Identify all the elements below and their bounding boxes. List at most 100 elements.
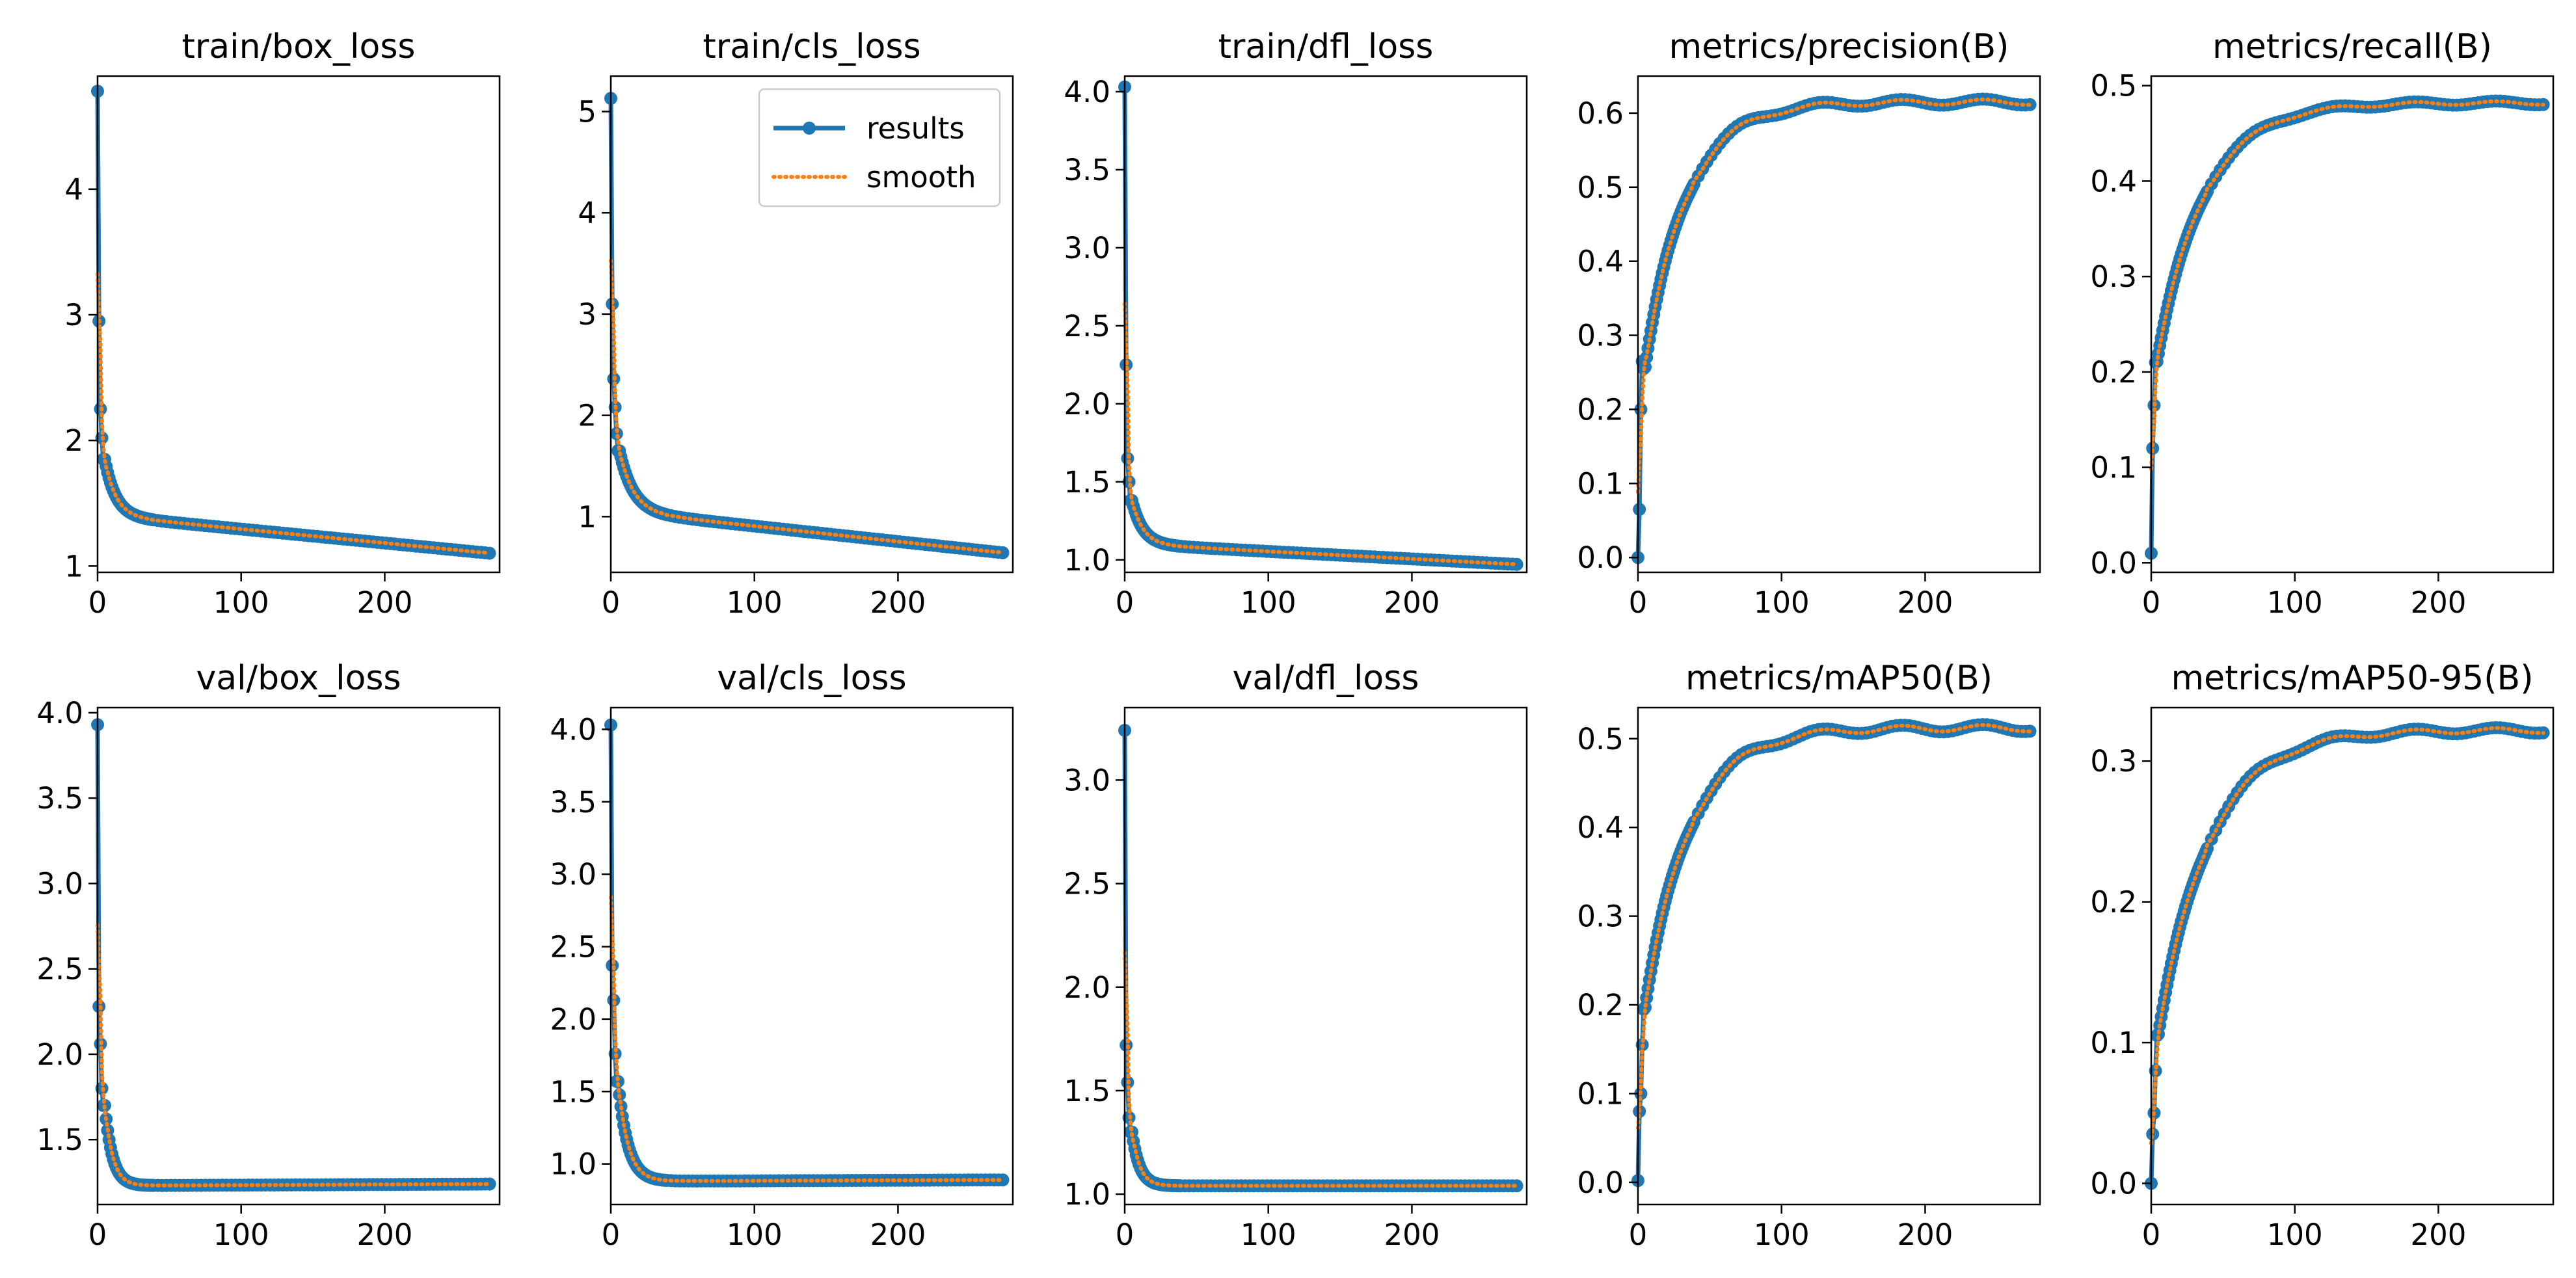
- smooth-line: [609, 258, 1005, 555]
- y-tick-label: 0.5: [1577, 170, 1624, 205]
- y-tick-label: 3: [64, 298, 83, 332]
- y-tick-label: 4: [578, 196, 597, 230]
- y-tick-label: 4.0: [36, 696, 83, 730]
- y-tick-label: 3.5: [1064, 153, 1110, 187]
- y-tick-label: 0.0: [1577, 540, 1624, 575]
- x-tick-label: 0: [602, 1218, 621, 1252]
- y-tick-label: 3.0: [36, 866, 83, 901]
- axes-frame: [1637, 706, 2041, 1206]
- smooth-line: [609, 895, 1005, 1183]
- x-tick-label: 200: [2410, 585, 2466, 620]
- subplot-title: metrics/mAP50(B): [1685, 659, 1992, 698]
- y-tick-label: 1.5: [1064, 1074, 1110, 1108]
- y-tick-label: 1: [578, 499, 597, 534]
- subplot-3: train/dfl_loss 0 100 200 1.0 1.5 2.0 2.5 3.0 3.5 4…: [1064, 27, 1528, 620]
- x-tick-label: 0: [1116, 1218, 1134, 1252]
- subplot-title: val/box_loss: [196, 659, 401, 698]
- axes-frame: [1637, 75, 2041, 574]
- results-line: [2149, 98, 2543, 553]
- results-line: [95, 91, 490, 556]
- y-tick-label: 0.6: [1577, 96, 1624, 131]
- y-tick-label: 0.3: [2090, 744, 2137, 779]
- x-tick-label: 100: [727, 1218, 783, 1252]
- smooth-line: [96, 923, 492, 1188]
- y-tick-label: 0.1: [2090, 451, 2137, 485]
- results-line: [95, 725, 490, 1188]
- x-tick-label: 200: [356, 585, 412, 620]
- x-tick-label: 0: [2142, 1218, 2161, 1252]
- x-tick-label: 0: [1629, 585, 1648, 620]
- y-tick-label: 0.4: [1577, 810, 1624, 845]
- y-tick-label: 2: [578, 399, 597, 433]
- x-tick-label: 0: [1116, 585, 1134, 620]
- smooth-line: [1636, 723, 2032, 1131]
- y-tick-label: 4: [64, 172, 83, 207]
- x-tick-label: 100: [213, 1218, 269, 1252]
- y-tick-label: 1.0: [1064, 543, 1110, 578]
- results-line: [1122, 87, 1517, 567]
- y-tick-label: 1.5: [36, 1123, 83, 1157]
- y-tick-label: 2.5: [1064, 867, 1110, 901]
- y-tick-label: 3.0: [1064, 231, 1110, 265]
- results-point: [996, 1173, 1010, 1187]
- legend-results-marker: [803, 122, 816, 135]
- x-tick-label: 200: [2410, 1218, 2466, 1252]
- subplot-title: train/dfl_loss: [1218, 27, 1434, 66]
- y-tick-label: 2.0: [1064, 970, 1110, 1005]
- y-tick-label: 2.0: [1064, 387, 1110, 421]
- y-tick-label: 0.0: [2090, 546, 2137, 580]
- results-point: [1633, 503, 1646, 516]
- subplot-title: metrics/precision(B): [1669, 27, 2009, 66]
- smooth-line: [1636, 97, 2032, 494]
- x-tick-label: 100: [1754, 1218, 1810, 1252]
- x-tick-label: 200: [356, 1218, 412, 1252]
- results-point: [483, 546, 496, 560]
- results-point: [2146, 1127, 2160, 1141]
- x-tick-label: 100: [727, 585, 783, 620]
- x-tick-label: 200: [1897, 1218, 1953, 1252]
- y-tick-label: 0.2: [1577, 988, 1624, 1022]
- y-tick-label: 0.5: [2090, 69, 2137, 103]
- axes-frame: [96, 706, 501, 1206]
- y-tick-label: 0.4: [2090, 164, 2137, 198]
- x-tick-label: 200: [870, 1218, 926, 1252]
- x-tick-label: 100: [1241, 1218, 1296, 1252]
- subplot-title: metrics/recall(B): [2212, 27, 2492, 66]
- subplot-10: metrics/mAP50-95(B) 0 100 200 0.0 0.1 0.2 0.3: [2090, 659, 2555, 1252]
- y-tick-label: 1.5: [550, 1074, 597, 1109]
- x-tick-label: 100: [1754, 585, 1810, 620]
- subplot-9: metrics/mAP50(B) 0 100 200 0.0 0.1 0.2 0.3 0.4 0.…: [1577, 659, 2041, 1252]
- subplot-title: train/cls_loss: [703, 27, 920, 66]
- x-tick-label: 100: [1241, 585, 1296, 620]
- y-tick-label: 0.5: [1577, 722, 1624, 756]
- y-tick-label: 0.4: [1577, 245, 1624, 279]
- subplot-4: metrics/precision(B) 0 100 200 0.0 0.1 0.2 0.3 0…: [1577, 27, 2041, 620]
- y-tick-label: 5: [578, 95, 597, 129]
- y-tick-label: 0.3: [2090, 260, 2137, 294]
- legend: results smooth: [758, 88, 1001, 207]
- y-tick-label: 1.5: [1064, 465, 1110, 499]
- x-tick-label: 0: [88, 585, 107, 620]
- y-tick-label: 4.0: [550, 712, 597, 747]
- legend-smooth-label: smooth: [866, 160, 976, 194]
- subplot-5: metrics/recall(B) 0 100 200 0.0 0.1 0.2 0.3 0.4 0…: [2090, 27, 2555, 620]
- axes-frame: [96, 75, 501, 574]
- x-tick-label: 200: [1384, 1218, 1440, 1252]
- y-tick-label: 4.0: [1064, 75, 1110, 109]
- y-tick-label: 2.0: [36, 1037, 83, 1072]
- subplot-title: train/box_loss: [182, 27, 416, 66]
- x-tick-label: 200: [1897, 585, 1953, 620]
- y-tick-label: 0.0: [1577, 1165, 1624, 1200]
- y-tick-label: 0.1: [1577, 466, 1624, 501]
- smooth-line: [1123, 301, 1519, 566]
- axes-frame: [2150, 75, 2555, 574]
- y-tick-label: 0.1: [2090, 1026, 2137, 1060]
- subplot-6: val/box_loss 0 100 200 1.5 2.0 2.5 3.0 3.5 4.0: [36, 659, 501, 1252]
- x-tick-label: 100: [213, 585, 269, 620]
- results-line: [1122, 730, 1517, 1188]
- y-tick-label: 0.2: [2090, 885, 2137, 920]
- axes-frame: [1123, 706, 1528, 1206]
- y-tick-label: 3.5: [36, 781, 83, 816]
- results-line: [608, 725, 1003, 1184]
- subplot-title: metrics/mAP50-95(B): [2171, 659, 2534, 698]
